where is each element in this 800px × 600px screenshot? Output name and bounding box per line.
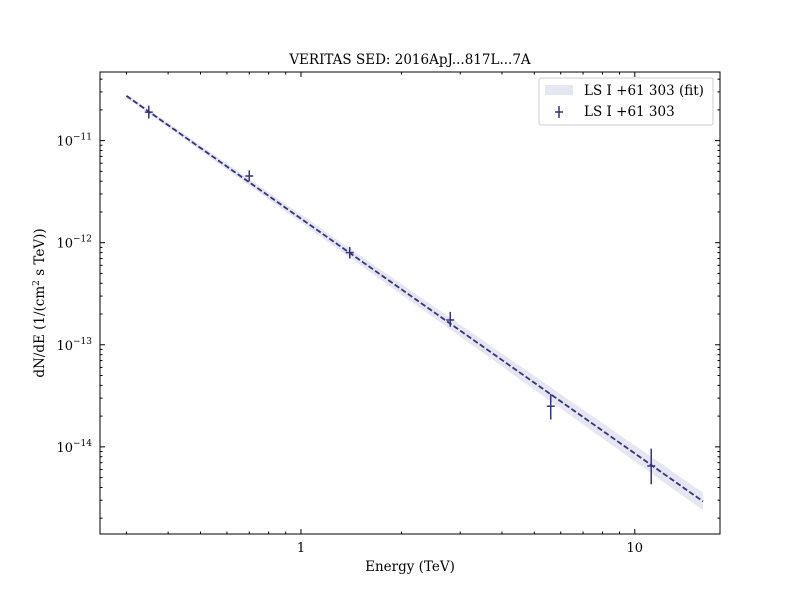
chart-title: VERITAS SED: 2016ApJ...817L...7A xyxy=(288,52,531,68)
y-tick-label: 10−14 xyxy=(56,439,92,456)
legend-box xyxy=(538,77,714,126)
y-tick-label-exponent: −12 xyxy=(73,235,92,245)
plot-area xyxy=(125,94,704,511)
plot-clip-group xyxy=(125,94,704,511)
y-tick-label-base: 10 xyxy=(56,135,73,150)
legend: LS I +61 303 (fit) LS I +61 303 xyxy=(538,77,714,126)
axes-frame xyxy=(99,71,721,535)
y-tick-label: 10−12 xyxy=(56,235,92,252)
x-tick-label: 10 xyxy=(627,541,644,556)
data-point xyxy=(446,311,455,327)
y-axis-label-suffix: s TeV)) xyxy=(32,228,48,280)
data-point xyxy=(245,170,254,182)
y-tick-label-exponent: −13 xyxy=(73,337,92,347)
legend-fit-label: LS I +61 303 (fit) xyxy=(584,83,704,99)
data-point xyxy=(345,246,354,259)
y-tick-label-base: 10 xyxy=(56,441,73,456)
legend-points-label: LS I +61 303 xyxy=(584,104,675,120)
y-tick-label: 10−13 xyxy=(56,337,92,354)
y-axis-label: dN/dE (1/(cm2 s TeV)) xyxy=(32,228,48,377)
fit-line xyxy=(125,95,704,503)
y-axis-label-sup: 2 xyxy=(32,280,42,286)
y-tick-label-exponent: −11 xyxy=(73,133,92,143)
y-tick-label-base: 10 xyxy=(56,339,73,354)
x-tick-label: 1 xyxy=(297,541,305,556)
data-point xyxy=(647,448,656,485)
y-axis-label-prefix: dN/dE (1/(cm xyxy=(32,286,48,378)
y-tick-label-base: 10 xyxy=(56,237,73,252)
data-point xyxy=(144,105,153,119)
y-tick-label-exponent: −14 xyxy=(73,439,92,449)
y-tick-label: 10−11 xyxy=(56,133,92,150)
legend-fit-swatch xyxy=(545,85,573,95)
x-axis-label: Energy (TeV) xyxy=(365,559,455,575)
data-point xyxy=(546,393,555,420)
